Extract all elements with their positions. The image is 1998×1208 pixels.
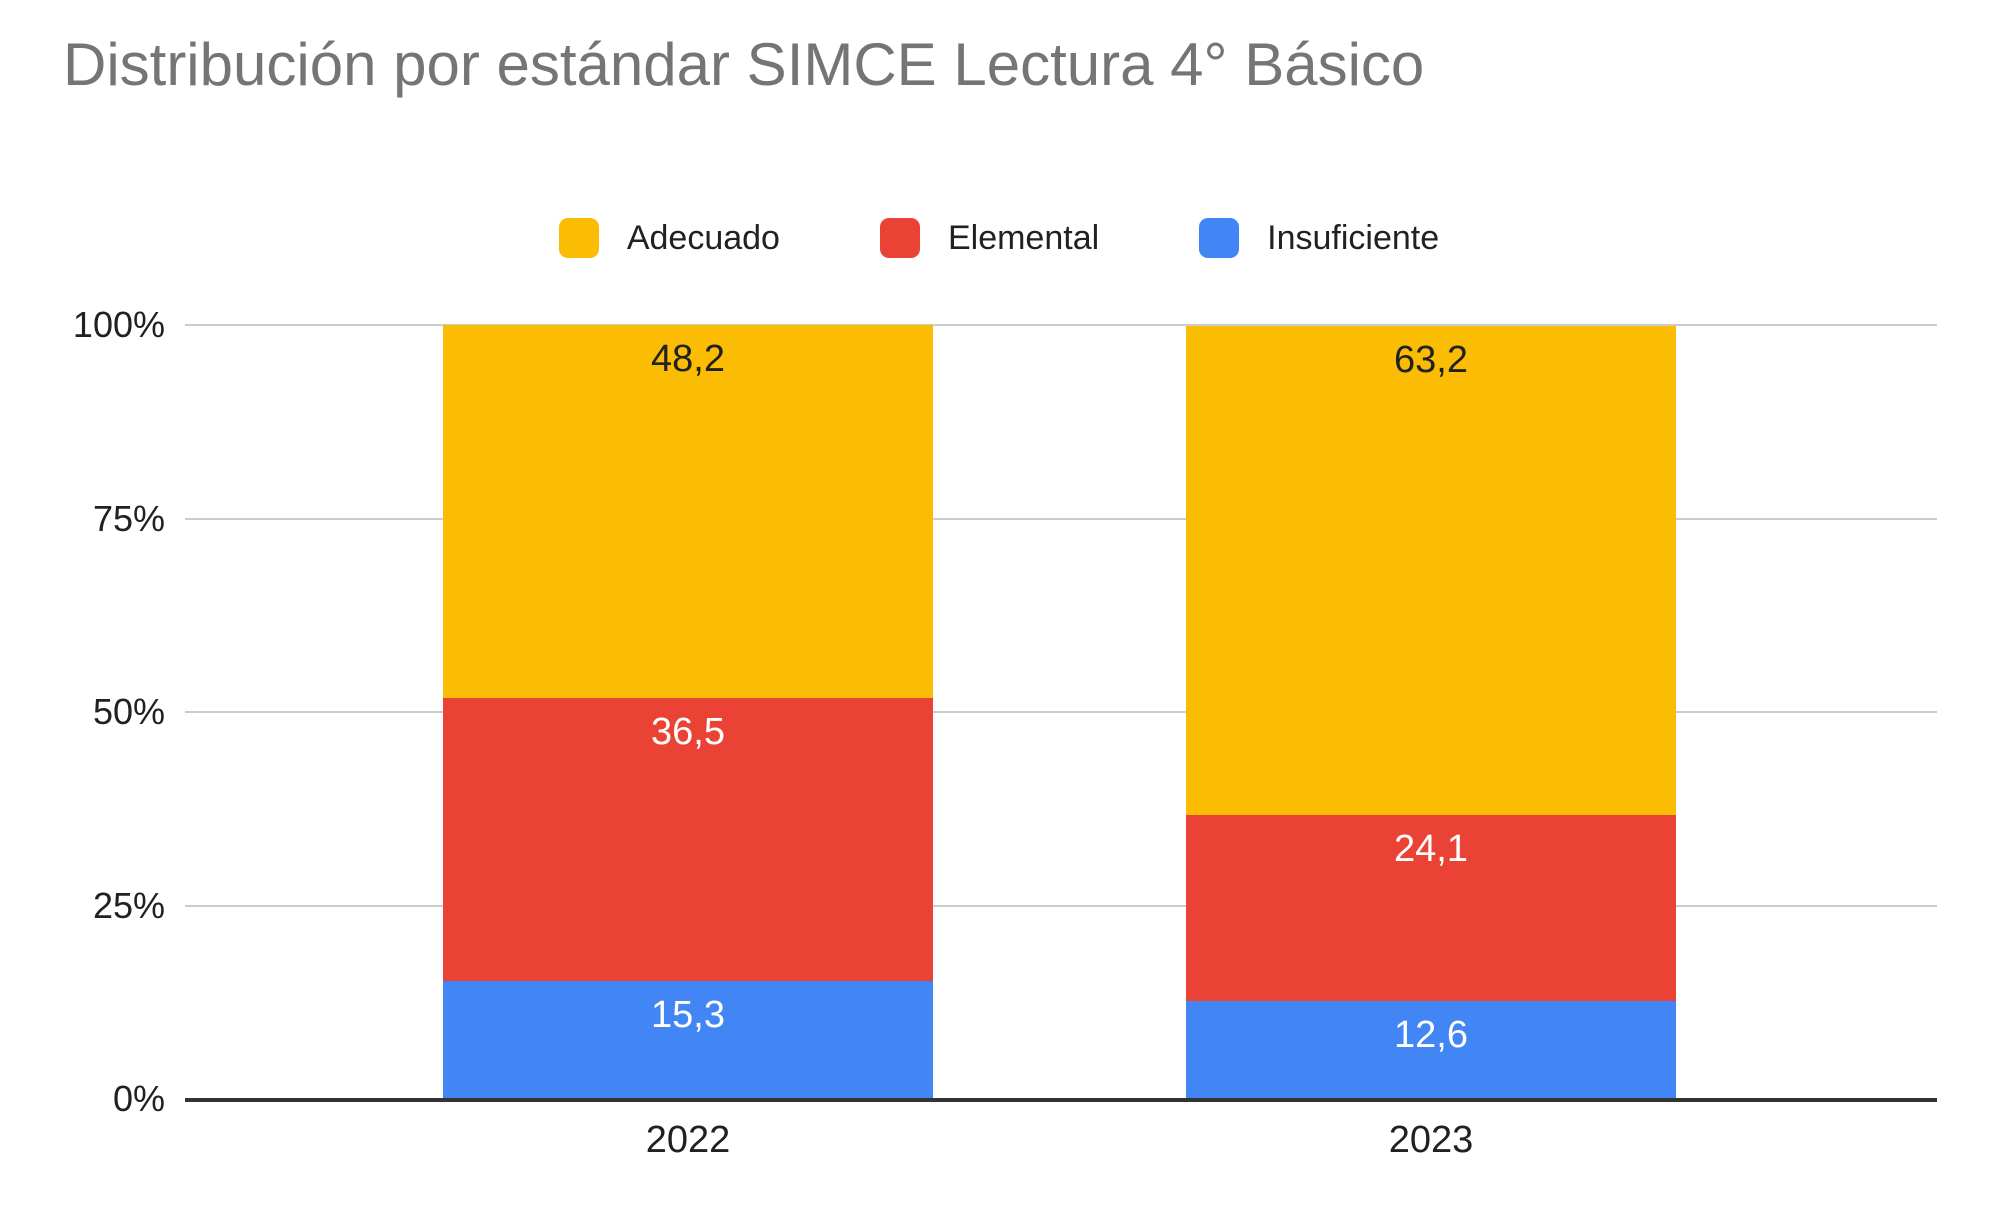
- gridline-50pct: [185, 711, 1937, 713]
- y-axis-tick-label-0pct: 0%: [112, 1078, 165, 1119]
- gridline-25pct: [185, 904, 1937, 907]
- legend-swatch-adecuado: [558, 218, 599, 258]
- bar-segment-insuficiente-2022[interactable]: [443, 980, 933, 1099]
- legend-label: Insuficiente: [1267, 218, 1440, 257]
- gridline-100pct: [185, 324, 1937, 326]
- data-label-elemental-2023: 24,1: [1394, 827, 1468, 870]
- bar-2023: [1186, 325, 1676, 1099]
- gridline-75pct: [185, 517, 1937, 520]
- data-label-elemental-2022: 36,5: [651, 711, 725, 754]
- bar-segment-elemental-2023[interactable]: [1186, 814, 1676, 1002]
- legend-swatch-elemental: [879, 218, 920, 258]
- x-axis-baseline: [185, 1098, 1937, 1102]
- data-label-insuficiente-2022: 15,3: [651, 993, 725, 1036]
- chart-title: Distribución por estándar SIMCE Lectura …: [63, 31, 1425, 98]
- legend-label: Adecuado: [626, 218, 780, 257]
- bar-segment-insuficiente-2023[interactable]: [1186, 1001, 1676, 1099]
- y-axis-tick-label-50pct: 50%: [92, 691, 165, 732]
- data-label-adecuado-2022: 48,2: [651, 338, 725, 380]
- data-label-insuficiente-2023: 12,6: [1394, 1014, 1468, 1057]
- y-axis-tick-label-100pct: 100%: [72, 304, 165, 345]
- data-label-adecuado-2023: 63,2: [1394, 338, 1468, 381]
- legend-item-adecuado[interactable]: Adecuado: [558, 218, 780, 258]
- x-axis-category-label-2023: 2023: [1388, 1119, 1474, 1161]
- legend-swatch-insuficiente: [1199, 218, 1240, 258]
- legend-label: Elemental: [947, 218, 1100, 257]
- bar-2022: [443, 325, 933, 1099]
- chart-legend: Adecuado Elemental Insuficiente: [0, 212, 1998, 264]
- legend-item-elemental[interactable]: Elemental: [879, 218, 1100, 258]
- y-axis-tick-label-75pct: 75%: [92, 497, 165, 539]
- y-axis-tick-label-25pct: 25%: [92, 884, 165, 926]
- bar-segment-adecuado-2022[interactable]: [443, 325, 933, 699]
- bar-segment-elemental-2022[interactable]: [443, 698, 933, 981]
- legend-item-insuficiente[interactable]: Insuficiente: [1199, 218, 1439, 258]
- bar-segment-adecuado-2023[interactable]: [1186, 325, 1676, 815]
- x-axis-category-label-2022: 2022: [645, 1119, 731, 1161]
